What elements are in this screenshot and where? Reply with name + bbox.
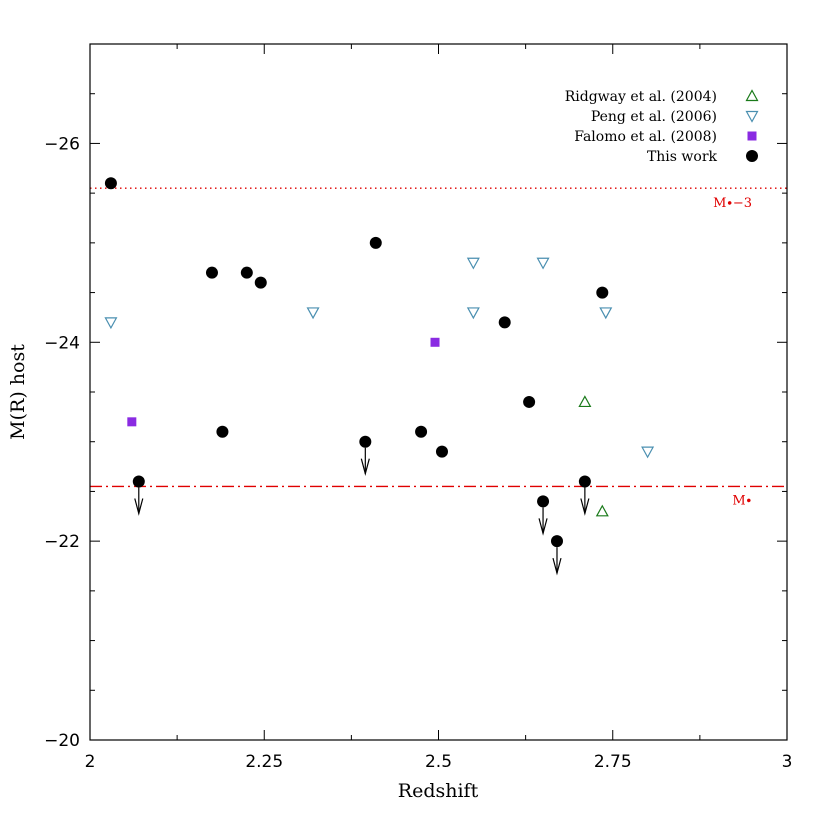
legend-marker-4 <box>746 150 758 162</box>
point-series-3-1 <box>127 417 137 427</box>
point-series-4-5 <box>240 266 253 279</box>
point-series-4-15 <box>578 475 591 488</box>
point-series-4-8 <box>369 236 382 249</box>
legend-label-1: Ridgway et al. (2004) <box>565 89 717 105</box>
point-series-1-2 <box>595 504 609 517</box>
point-series-4-4 <box>216 425 229 438</box>
point-series-2-2 <box>306 307 320 320</box>
upper-limit-arrow-head-4 <box>552 557 562 576</box>
x-tick-label-2: 2 <box>85 752 96 772</box>
point-series-4-12 <box>523 395 536 408</box>
point-series-4-7 <box>359 435 372 448</box>
point-series-2-7 <box>641 446 655 459</box>
x-tick-label-3: 3 <box>782 752 793 772</box>
point-series-2-6 <box>599 307 613 320</box>
point-series-4-9 <box>415 425 428 438</box>
reference-lines: M∙−3 M∙ <box>90 187 787 508</box>
x-tick-label-2-25: 2.25 <box>245 752 283 772</box>
point-series-4-11 <box>498 316 511 329</box>
x-axis-title: Redshift <box>398 780 479 802</box>
y-tick-label--24: −24 <box>44 333 80 353</box>
upper-limit-arrow-head-3 <box>538 518 548 536</box>
point-series-1-1 <box>578 395 592 408</box>
point-series-2-1 <box>104 317 118 330</box>
y-tick-label--22: −22 <box>44 532 80 552</box>
data-points <box>104 177 655 576</box>
legend-marker-1 <box>745 89 759 102</box>
legend-label-2: Peng et al. (2006) <box>591 109 717 125</box>
upper-limit-arrow-head-5 <box>580 498 590 516</box>
x-tick-label-2-5: 2.5 <box>425 752 452 772</box>
point-series-4-13 <box>537 495 550 508</box>
point-series-4-2 <box>132 475 145 488</box>
legend-marker-2 <box>745 110 759 123</box>
point-series-4-6 <box>254 276 267 289</box>
point-series-2-5 <box>536 257 550 270</box>
reference-line-label-1: M∙−3 <box>713 196 752 211</box>
point-series-3-2 <box>430 337 440 347</box>
upper-limit-arrow-head-1 <box>134 498 144 516</box>
x-tick-label-2-75: 2.75 <box>594 752 632 772</box>
y-tick-label--20: −20 <box>44 731 80 751</box>
point-series-4-1 <box>104 177 117 190</box>
point-series-4-14 <box>550 535 563 548</box>
y-tick-label--26: −26 <box>44 134 80 154</box>
legend-label-4: This work <box>647 149 718 165</box>
legend-label-3: Falomo et al. (2008) <box>574 129 717 145</box>
legend: Ridgway et al. (2004) Peng et al. (2006) F… <box>565 89 759 165</box>
point-series-4-10 <box>435 445 448 458</box>
upper-limit-arrow-head-2 <box>360 458 370 477</box>
point-series-4-16 <box>596 286 609 299</box>
point-series-4-3 <box>205 266 218 279</box>
point-series-2-4 <box>466 307 480 320</box>
point-series-2-3 <box>466 257 480 270</box>
reference-line-label-2: M∙ <box>732 493 752 508</box>
y-axis-title: M(R) host <box>7 344 29 440</box>
plot-frame <box>89 43 788 741</box>
legend-marker-3 <box>747 131 757 141</box>
